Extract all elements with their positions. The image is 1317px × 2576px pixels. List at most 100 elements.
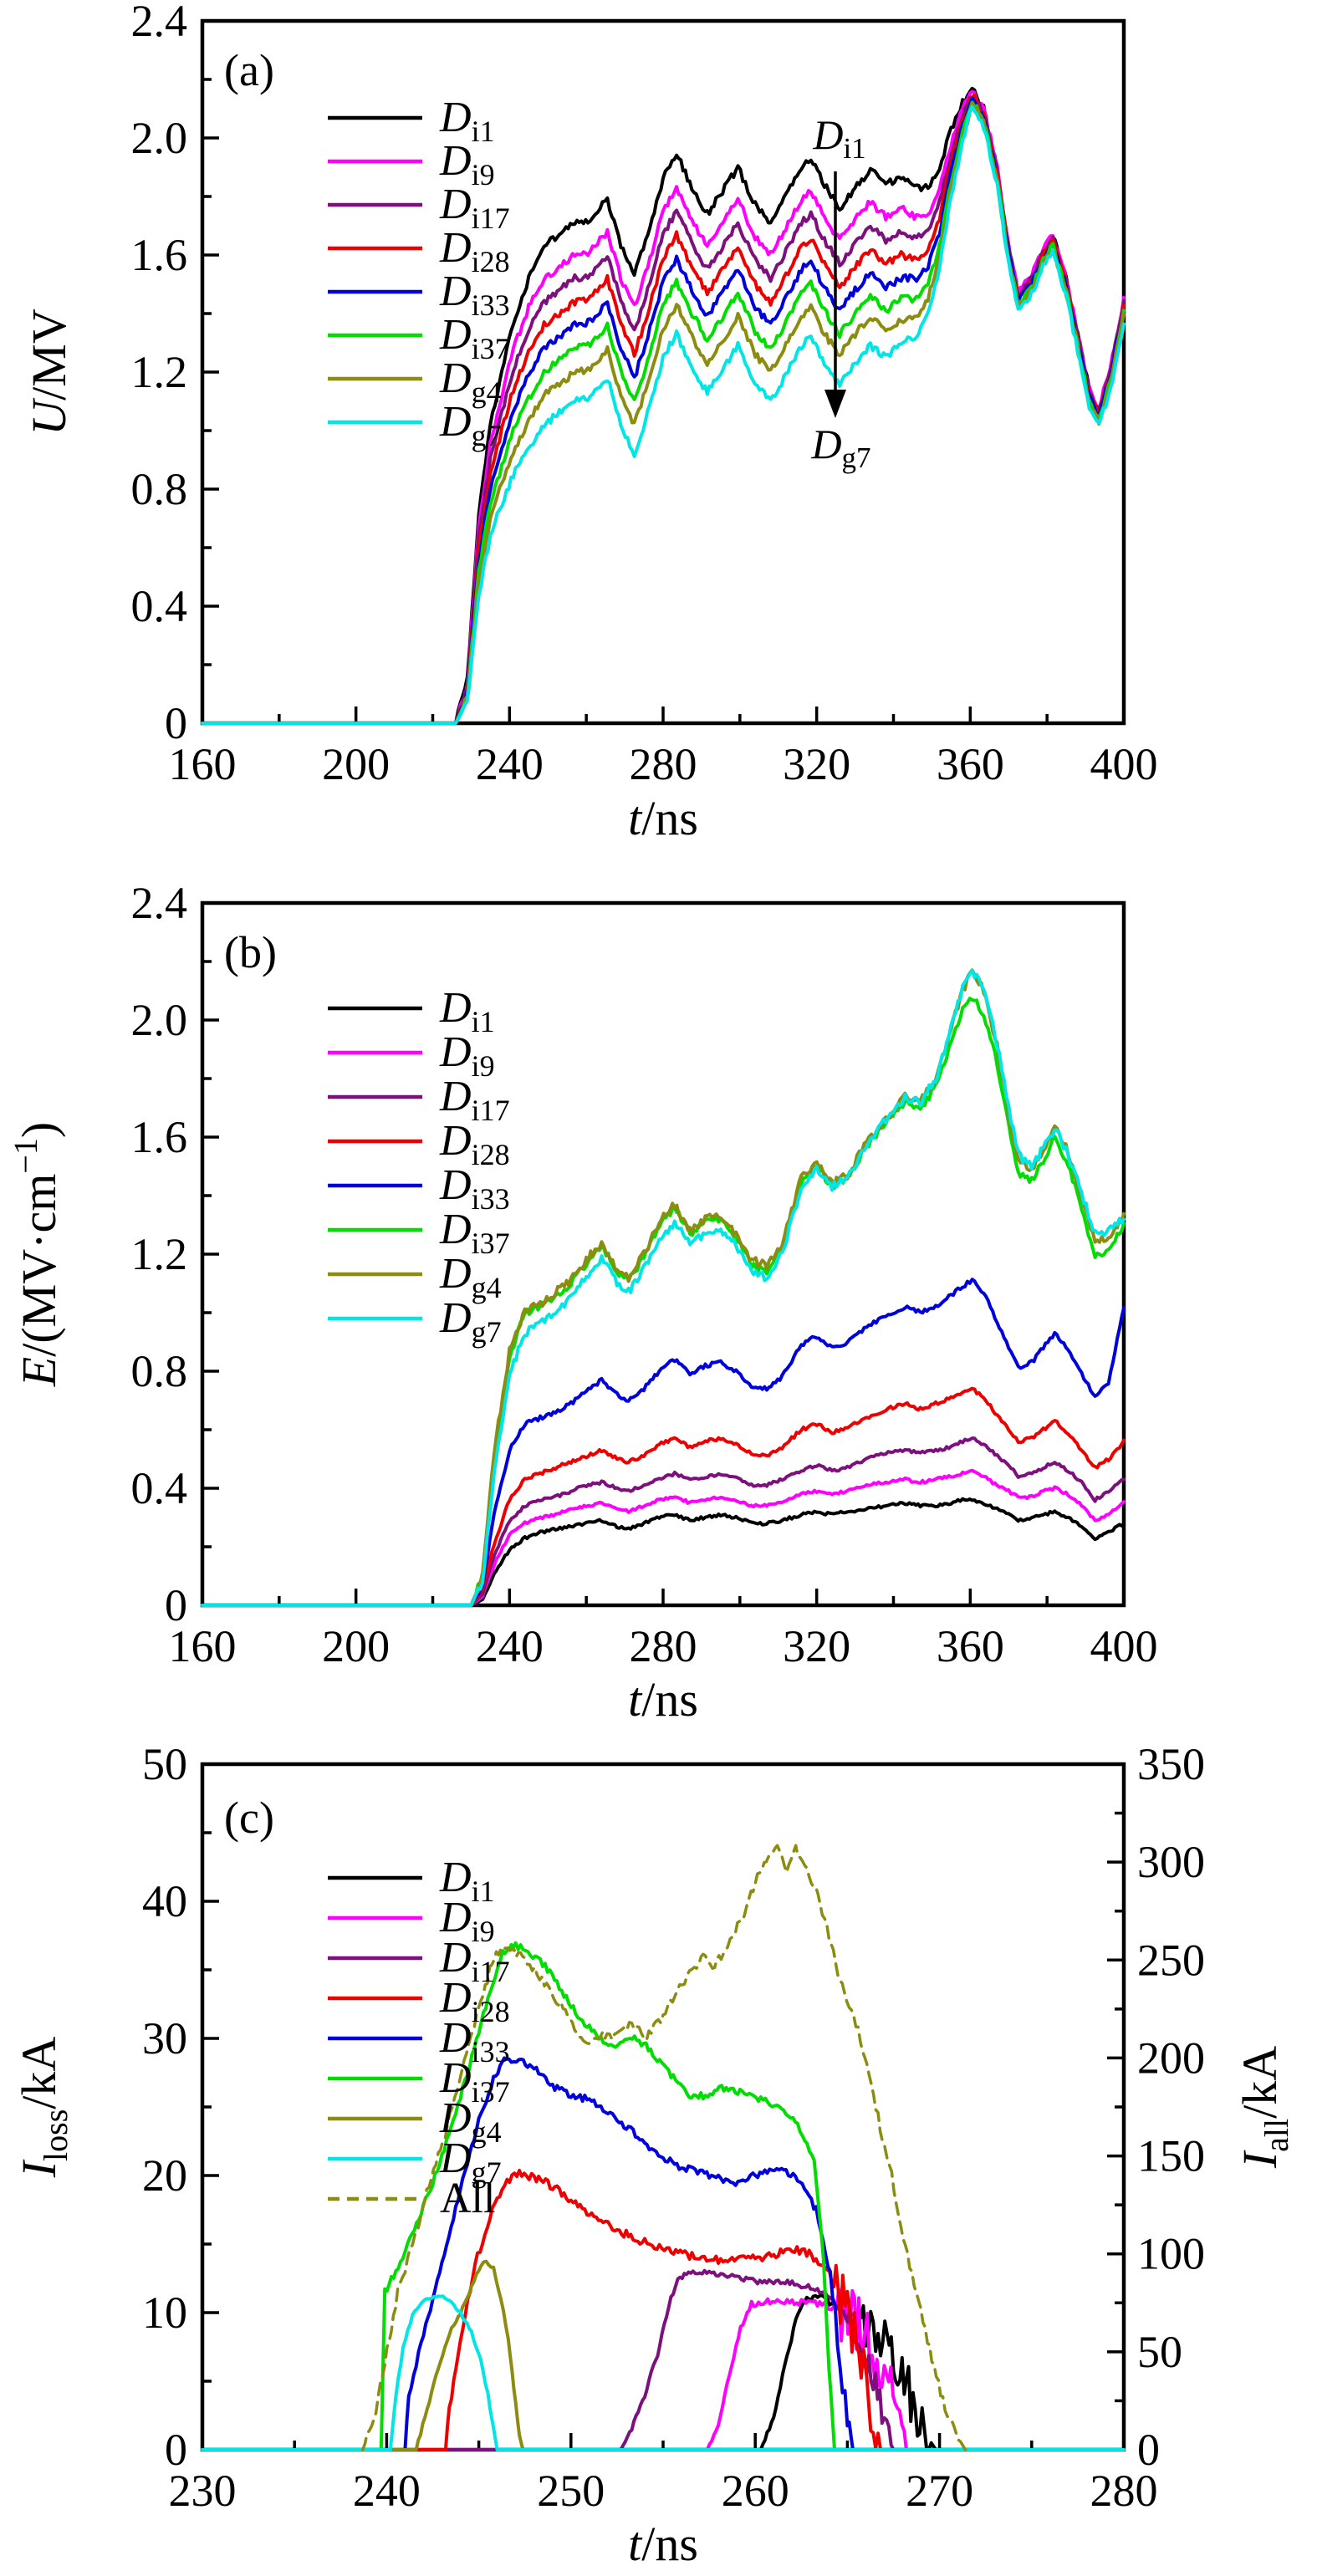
y-tick-label: 1.6 [131, 1112, 188, 1162]
series-D_i33-a [201, 96, 1126, 725]
legend-label-D_i9: Di9 [439, 1894, 495, 1948]
legend-label-D_i33: Di33 [439, 268, 510, 322]
series-D_g7-a [201, 105, 1126, 725]
x-tick-label: 280 [630, 1621, 697, 1671]
series-D_i28-c [201, 2169, 1126, 2451]
legend-label-D_g4: Dg4 [439, 2094, 502, 2149]
panel-c: 230 240 250 260 270 2800102030405005010015020… [12, 1739, 1295, 2571]
axes-box-c [200, 1762, 1126, 2452]
x-tick-label: 270 [906, 2466, 973, 2516]
panel-a: 160 200 240 280 320 360 400 0 0.4 0.8 1.2 1.6 2.0 2.4… [22, 0, 1158, 845]
y2-tick-label: 350 [1137, 1739, 1205, 1789]
series-D_g4-a [201, 102, 1126, 725]
legend-label-D_g7: Dg7 [439, 1294, 502, 1349]
y-tick-label: 0.8 [131, 464, 188, 514]
y-tick-label: 2.4 [131, 878, 188, 928]
legend-label-D_i9: Di9 [439, 1028, 495, 1083]
y-tick-label: 0 [165, 698, 187, 748]
y-axis-label-c: Iloss/kA [12, 2037, 74, 2179]
legend-label-D_i17: Di17 [439, 1934, 510, 1988]
x-tick-label: 240 [353, 2466, 421, 2516]
y2-tick-label: 150 [1137, 2131, 1205, 2181]
x-axis-label-b: t/ns [628, 1672, 698, 1727]
legend-label-D_g7: Dg7 [439, 398, 502, 452]
panel-tag-c: (c) [224, 1793, 274, 1843]
x-tick-label: 400 [1090, 739, 1158, 789]
y2-tick-label: 250 [1137, 1935, 1205, 1985]
x-axis-label-a: t/ns [628, 791, 698, 845]
y-tick-label: 2.0 [131, 995, 188, 1045]
y-tick-label: 0 [165, 1580, 187, 1630]
series-D_i33-c [201, 2056, 1126, 2451]
legend-label-D_g4: Dg4 [439, 1250, 502, 1304]
legend-label-D_i33: Di33 [439, 2014, 510, 2068]
x-axis-label-c: t/ns [628, 2517, 698, 2571]
y-tick-label: 0.4 [131, 1463, 188, 1513]
x-tick-label: 360 [937, 739, 1004, 789]
legend-label-D_i28: Di28 [439, 1974, 510, 2028]
panel-tag-a: (a) [224, 45, 274, 95]
panel-tag-b: (b) [224, 927, 277, 977]
series-D_i37-b [201, 997, 1126, 1607]
legend-label-D_i28: Di28 [439, 1117, 510, 1171]
y-tick-label: 1.2 [131, 347, 188, 397]
legend-label-D_i1: Di1 [439, 94, 495, 148]
legend-label-D_g4: Dg4 [439, 355, 502, 409]
legend-label-D_i33: Di33 [439, 1161, 510, 1216]
x-tick-label: 240 [476, 1621, 544, 1671]
y-tick-label: 10 [142, 2288, 187, 2338]
annotation-arrow-head [824, 390, 846, 418]
series-D_i1-c [201, 2293, 1126, 2451]
x-tick-label: 160 [169, 1621, 237, 1671]
y-tick-label: 50 [142, 1739, 187, 1789]
x-tick-label: 160 [169, 739, 237, 789]
y-tick-label: 0.4 [131, 581, 188, 631]
series-D_i37-a [201, 100, 1126, 725]
annotation-text-Di1: Di1 [812, 111, 865, 165]
x-tick-label: 280 [1090, 2466, 1158, 2516]
y-tick-label: 1.6 [131, 230, 188, 280]
legend-label-D_i37: Di37 [439, 311, 510, 365]
y2-tick-label: 50 [1137, 2327, 1182, 2377]
series-D_i17-c [201, 2268, 1126, 2451]
annotation-text-Dg7: Dg7 [810, 421, 870, 474]
legend-label-D_i28: Di28 [439, 224, 510, 278]
x-tick-label: 320 [783, 1621, 850, 1671]
y-tick-label: 0.8 [131, 1346, 188, 1396]
series-D_g7-c [201, 2294, 1126, 2451]
series-D_i17-b [201, 1436, 1126, 1607]
y-axis-label-b: E/(MV·cm−1) [7, 1122, 66, 1387]
y2-tick-label: 100 [1137, 2229, 1205, 2279]
x-tick-label: 360 [937, 1621, 1004, 1671]
series-D_i28-a [201, 93, 1126, 725]
y2-axis-label-c: Iall/kA [1233, 2046, 1295, 2169]
y2-tick-label: 0 [1137, 2425, 1160, 2475]
legend-label-D_i37: Di37 [439, 1206, 510, 1260]
legend-label-D_g7: Dg7 [439, 2135, 502, 2189]
legend-label-D_i9: Di9 [439, 137, 495, 191]
series-D_g4-b [201, 968, 1126, 1607]
x-tick-label: 200 [322, 739, 390, 789]
y-tick-label: 2.0 [131, 113, 188, 163]
y-tick-label: 1.2 [131, 1229, 188, 1279]
y-tick-label: 2.4 [131, 0, 188, 46]
x-tick-label: 230 [169, 2466, 237, 2516]
x-tick-label: 400 [1090, 1621, 1158, 1671]
y2-tick-label: 300 [1137, 1837, 1205, 1887]
series-D_i17-a [201, 95, 1126, 725]
legend-label-D_i1: Di1 [439, 1854, 495, 1908]
legend-label-D_i37: Di37 [439, 2054, 510, 2109]
y-tick-label: 40 [142, 1876, 187, 1926]
x-tick-label: 280 [630, 739, 697, 789]
x-tick-label: 260 [722, 2466, 789, 2516]
legend-label-D_i17: Di17 [439, 181, 510, 235]
y-axis-label-a: U/MV [22, 309, 76, 436]
x-tick-label: 240 [476, 739, 544, 789]
x-tick-label: 200 [322, 1621, 390, 1671]
x-tick-label: 320 [783, 739, 850, 789]
legend-label-All: All [440, 2175, 495, 2222]
legend-label-D_i17: Di17 [439, 1073, 510, 1127]
y-tick-label: 20 [142, 2150, 187, 2201]
